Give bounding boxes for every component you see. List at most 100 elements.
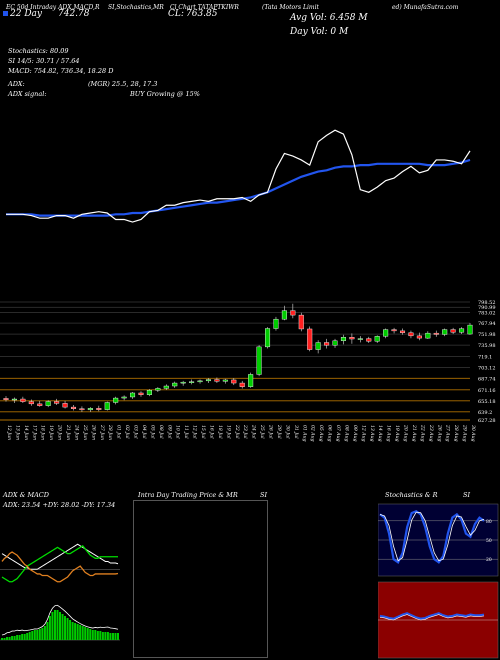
candle-body (265, 328, 271, 348)
date-tick-label: 25 Jun (82, 424, 88, 440)
candle (340, 334, 346, 345)
candle (20, 396, 26, 403)
candle-body (121, 396, 127, 399)
macd-bar (21, 634, 24, 640)
macd-bar (109, 633, 112, 640)
date-tick-label: 13 Jun (14, 425, 20, 440)
candle (70, 405, 77, 411)
date-tick-label: 04 Jul (141, 425, 147, 439)
candle (442, 328, 448, 337)
adx-panel-title: ADX & MACD (3, 491, 49, 499)
indicator-stochastics: Stochastics: 80.09 (8, 47, 69, 55)
candle (349, 333, 355, 344)
date-tick-label: 21 Jun (65, 424, 71, 440)
candle-body (416, 335, 422, 339)
indicator-adx: ADX: (8, 80, 25, 88)
date-tick-label: 22 Jul (234, 424, 240, 439)
macd-bar (89, 629, 92, 640)
candle (408, 330, 414, 339)
candle (62, 400, 68, 409)
candle-body (205, 379, 211, 382)
candle-body (391, 329, 397, 332)
candle-body (366, 338, 372, 342)
candle (45, 400, 51, 408)
candle-body (290, 310, 296, 316)
date-tick-label: 16 Aug (386, 425, 392, 442)
macd-bar (6, 637, 9, 640)
candle-body (307, 328, 313, 350)
legend-swatch (3, 11, 8, 16)
price-level-label: 767.94 (478, 321, 496, 327)
stoch-d-line (379, 511, 485, 562)
candle-body (442, 329, 448, 335)
header-center-title: Cl Chart TATAPTKIWR (170, 4, 239, 11)
date-tick-label: 07 Aug (335, 425, 341, 442)
candle-body (273, 318, 279, 329)
candle (459, 327, 465, 335)
price-level-label: 655.18 (478, 399, 496, 405)
candle-body (96, 408, 102, 410)
macd-signal-line (1, 604, 119, 636)
candle-body (172, 382, 178, 387)
macd-bar (11, 636, 14, 640)
macd-bar (106, 632, 109, 640)
candle (130, 391, 136, 399)
candle-body (374, 336, 380, 342)
macd-bar (38, 629, 41, 640)
date-tick-label: 23 Jul (242, 424, 248, 439)
date-tick-label: 21 Aug (411, 424, 417, 442)
header-far-right: ed) MunafaSutra.com (392, 4, 459, 11)
candle-body (222, 379, 228, 382)
candle (231, 378, 237, 386)
candle (37, 400, 43, 407)
rsi-signal-line (379, 614, 485, 621)
candle-body (357, 338, 363, 340)
candle-body (248, 374, 254, 387)
candle (307, 326, 313, 352)
candle (256, 345, 262, 377)
candle (28, 399, 34, 406)
header-right-title: (Tata Motors Limit (262, 4, 319, 11)
candle (189, 379, 195, 385)
candle (197, 379, 203, 384)
date-tick-label: 26 Jun (90, 424, 96, 440)
macd-bar (66, 618, 69, 640)
header-close-label: CL: (168, 9, 184, 19)
candle-body (62, 403, 68, 408)
macd-bar (48, 616, 51, 640)
candle-body (340, 337, 346, 342)
candle (87, 407, 93, 412)
candle-body (130, 392, 136, 398)
adx-series-line (1, 551, 119, 583)
date-tick-label: 24 Jul (251, 424, 257, 439)
date-tick-label: 19 Jun (48, 425, 54, 440)
date-tick-label: 18 Jun (40, 425, 46, 440)
date-tick-label: 16 Jul (208, 425, 214, 439)
ema-line (6, 158, 471, 217)
candle-body (11, 398, 17, 401)
header-left-title: EC 50d Intraday ADX,MACD,R (6, 4, 100, 11)
date-tick-label: 12 Jul (192, 425, 198, 439)
candle (239, 380, 245, 389)
adx-macd-panel (0, 543, 120, 641)
price-level-label: 751.98 (478, 332, 496, 338)
candle (391, 327, 397, 334)
candle (450, 327, 456, 335)
macd-bar (13, 636, 16, 640)
macd-bar (79, 625, 82, 640)
candle-body (37, 403, 43, 406)
candle-body (180, 381, 186, 384)
macd-bar (117, 633, 119, 640)
date-tick-label: 29 Aug (462, 424, 468, 442)
candle-body (54, 401, 60, 404)
price-level-label: 639.2 (478, 410, 492, 416)
date-tick-label: 11 Jul (183, 425, 189, 439)
date-tick-label: 25 Jul (259, 424, 265, 439)
candle (54, 398, 60, 406)
macd-bar (64, 616, 67, 640)
macd-bar (56, 610, 59, 640)
date-tick-label: 31 Jul (293, 425, 299, 439)
avg-vol: Avg Vol: 6.458 M (290, 13, 368, 23)
candle (290, 303, 296, 319)
